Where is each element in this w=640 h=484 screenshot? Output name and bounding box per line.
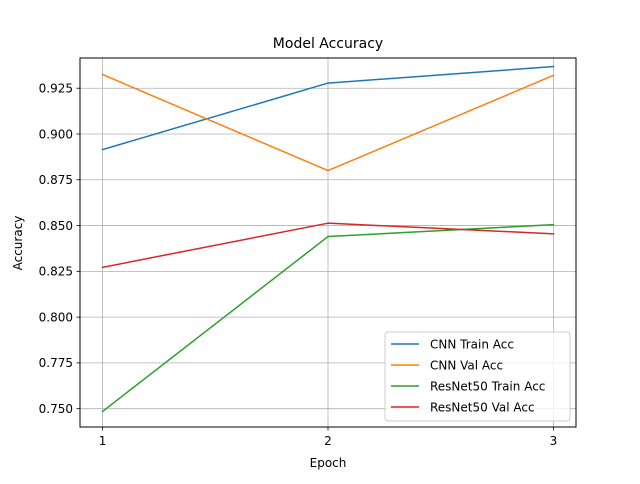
series-line-cnn-val-acc — [101, 73, 555, 172]
y-tick-label: 0.875 — [39, 173, 73, 187]
series-line-resnet50-train-acc — [101, 223, 555, 413]
x-axis-label: Epoch — [310, 456, 347, 470]
legend-label-resnet50-train-acc: ResNet50 Train Acc — [430, 379, 545, 393]
y-tick-label: 0.775 — [39, 356, 73, 370]
legend-label-cnn-train-acc: CNN Train Acc — [430, 337, 514, 351]
grid-layer — [80, 58, 576, 427]
y-axis-label: Accuracy — [11, 216, 25, 271]
x-tick-label: 1 — [99, 434, 107, 448]
x-tick-label: 2 — [324, 434, 332, 448]
legend-label-resnet50-val-acc: ResNet50 Val Acc — [430, 400, 535, 414]
legend-label-cnn-val-acc: CNN Val Acc — [430, 358, 503, 372]
y-tick-label: 0.825 — [39, 265, 73, 279]
x-tick-label: 3 — [550, 434, 558, 448]
y-tick-label: 0.900 — [39, 127, 73, 141]
legend-items: CNN Train Acc CNN Val Acc ResNet50 Train A… — [391, 337, 545, 414]
tick-layer: 1 2 3 0.750 0.775 0.800 0.825 0.850 0.875 0.900 0.… — [39, 82, 558, 448]
y-tick-label: 0.750 — [39, 402, 73, 416]
series-line-resnet50-val-acc — [101, 222, 555, 269]
legend: CNN Train Acc CNN Val Acc ResNet50 Train A… — [384, 331, 571, 422]
series-line-cnn-train-acc — [101, 65, 555, 151]
y-tick-label: 0.800 — [39, 310, 73, 324]
series-layer — [101, 65, 555, 413]
y-tick-label: 0.850 — [39, 219, 73, 233]
chart-title: Model Accuracy — [273, 36, 383, 52]
legend-box — [384, 331, 571, 422]
y-tick-label: 0.925 — [39, 82, 73, 96]
